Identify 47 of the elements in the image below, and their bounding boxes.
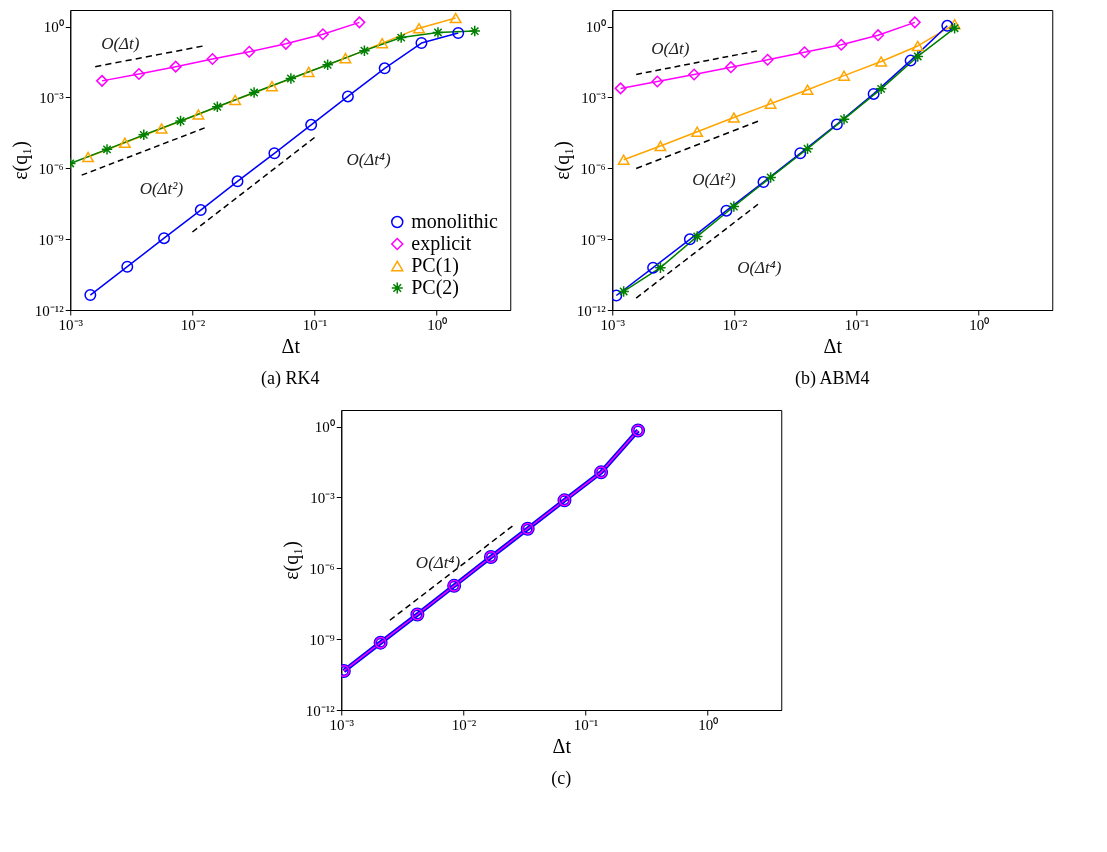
legend-label: PC(1) — [411, 254, 460, 277]
x-tick-label: 10⁻³ — [600, 316, 626, 333]
x-tick-label: 10⁰ — [698, 716, 719, 733]
annotation: O(Δt²) — [692, 170, 736, 190]
y-tick-label: 10⁻⁶ — [580, 160, 606, 177]
y-tick-label: 10⁻⁶ — [38, 160, 64, 177]
x-tick-label: 10⁻¹ — [302, 316, 328, 333]
x-tick-label: 10⁰ — [969, 316, 990, 333]
y-axis-title: ε(q₁) — [8, 141, 32, 180]
x-tick-label: 10⁻¹ — [844, 316, 870, 333]
y-tick-label: 10⁻¹² — [305, 702, 336, 719]
x-tick-label: 10⁰ — [427, 316, 448, 333]
annotation: O(Δt⁴) — [415, 553, 461, 573]
x-tick-label: 10⁻² — [451, 716, 477, 733]
y-tick-label: 10⁻⁶ — [309, 560, 335, 577]
text: (b) ABM4 — [794, 368, 870, 389]
x-axis-title: Δt — [823, 334, 843, 357]
x-tick-label: 10⁻¹ — [573, 716, 599, 733]
legend-label: explicit — [411, 232, 472, 255]
annotation: O(Δt) — [101, 33, 140, 53]
x-tick-label: 10⁻² — [722, 316, 748, 333]
y-axis-title: ε(q₁) — [550, 141, 574, 180]
x-tick-label: 10⁻² — [180, 316, 206, 333]
x-tick-label: 10⁻³ — [329, 716, 355, 733]
text: (c) — [551, 768, 572, 789]
x-axis-title: Δt — [281, 334, 301, 357]
y-tick-label: 10⁰ — [43, 19, 64, 36]
y-tick-label: 10⁻³ — [39, 89, 65, 106]
y-axis-title: ε(q₁) — [279, 541, 303, 580]
annotation: O(Δt) — [651, 39, 690, 59]
y-tick-label: 10⁻⁹ — [309, 631, 335, 648]
y-tick-label: 10⁻⁹ — [38, 231, 64, 248]
legend-label: PC(2) — [411, 276, 460, 299]
legend-label: monolithic — [411, 210, 499, 232]
annotation: O(Δt⁴) — [346, 150, 391, 170]
x-tick-label: 10⁻³ — [58, 316, 84, 333]
y-tick-label: 10⁻³ — [581, 89, 607, 106]
y-tick-label: 10⁰ — [585, 19, 606, 36]
y-tick-label: 10⁻³ — [310, 489, 336, 506]
y-tick-label: 10⁻¹² — [34, 302, 65, 319]
y-tick-label: 10⁻¹² — [576, 302, 607, 319]
y-tick-label: 10⁻⁹ — [580, 231, 606, 248]
y-tick-label: 10⁰ — [314, 419, 335, 436]
annotation: O(Δt⁴) — [737, 258, 782, 278]
x-axis-title: Δt — [552, 734, 572, 757]
annotation: O(Δt²) — [139, 179, 184, 199]
text: (a) RK4 — [261, 368, 320, 389]
